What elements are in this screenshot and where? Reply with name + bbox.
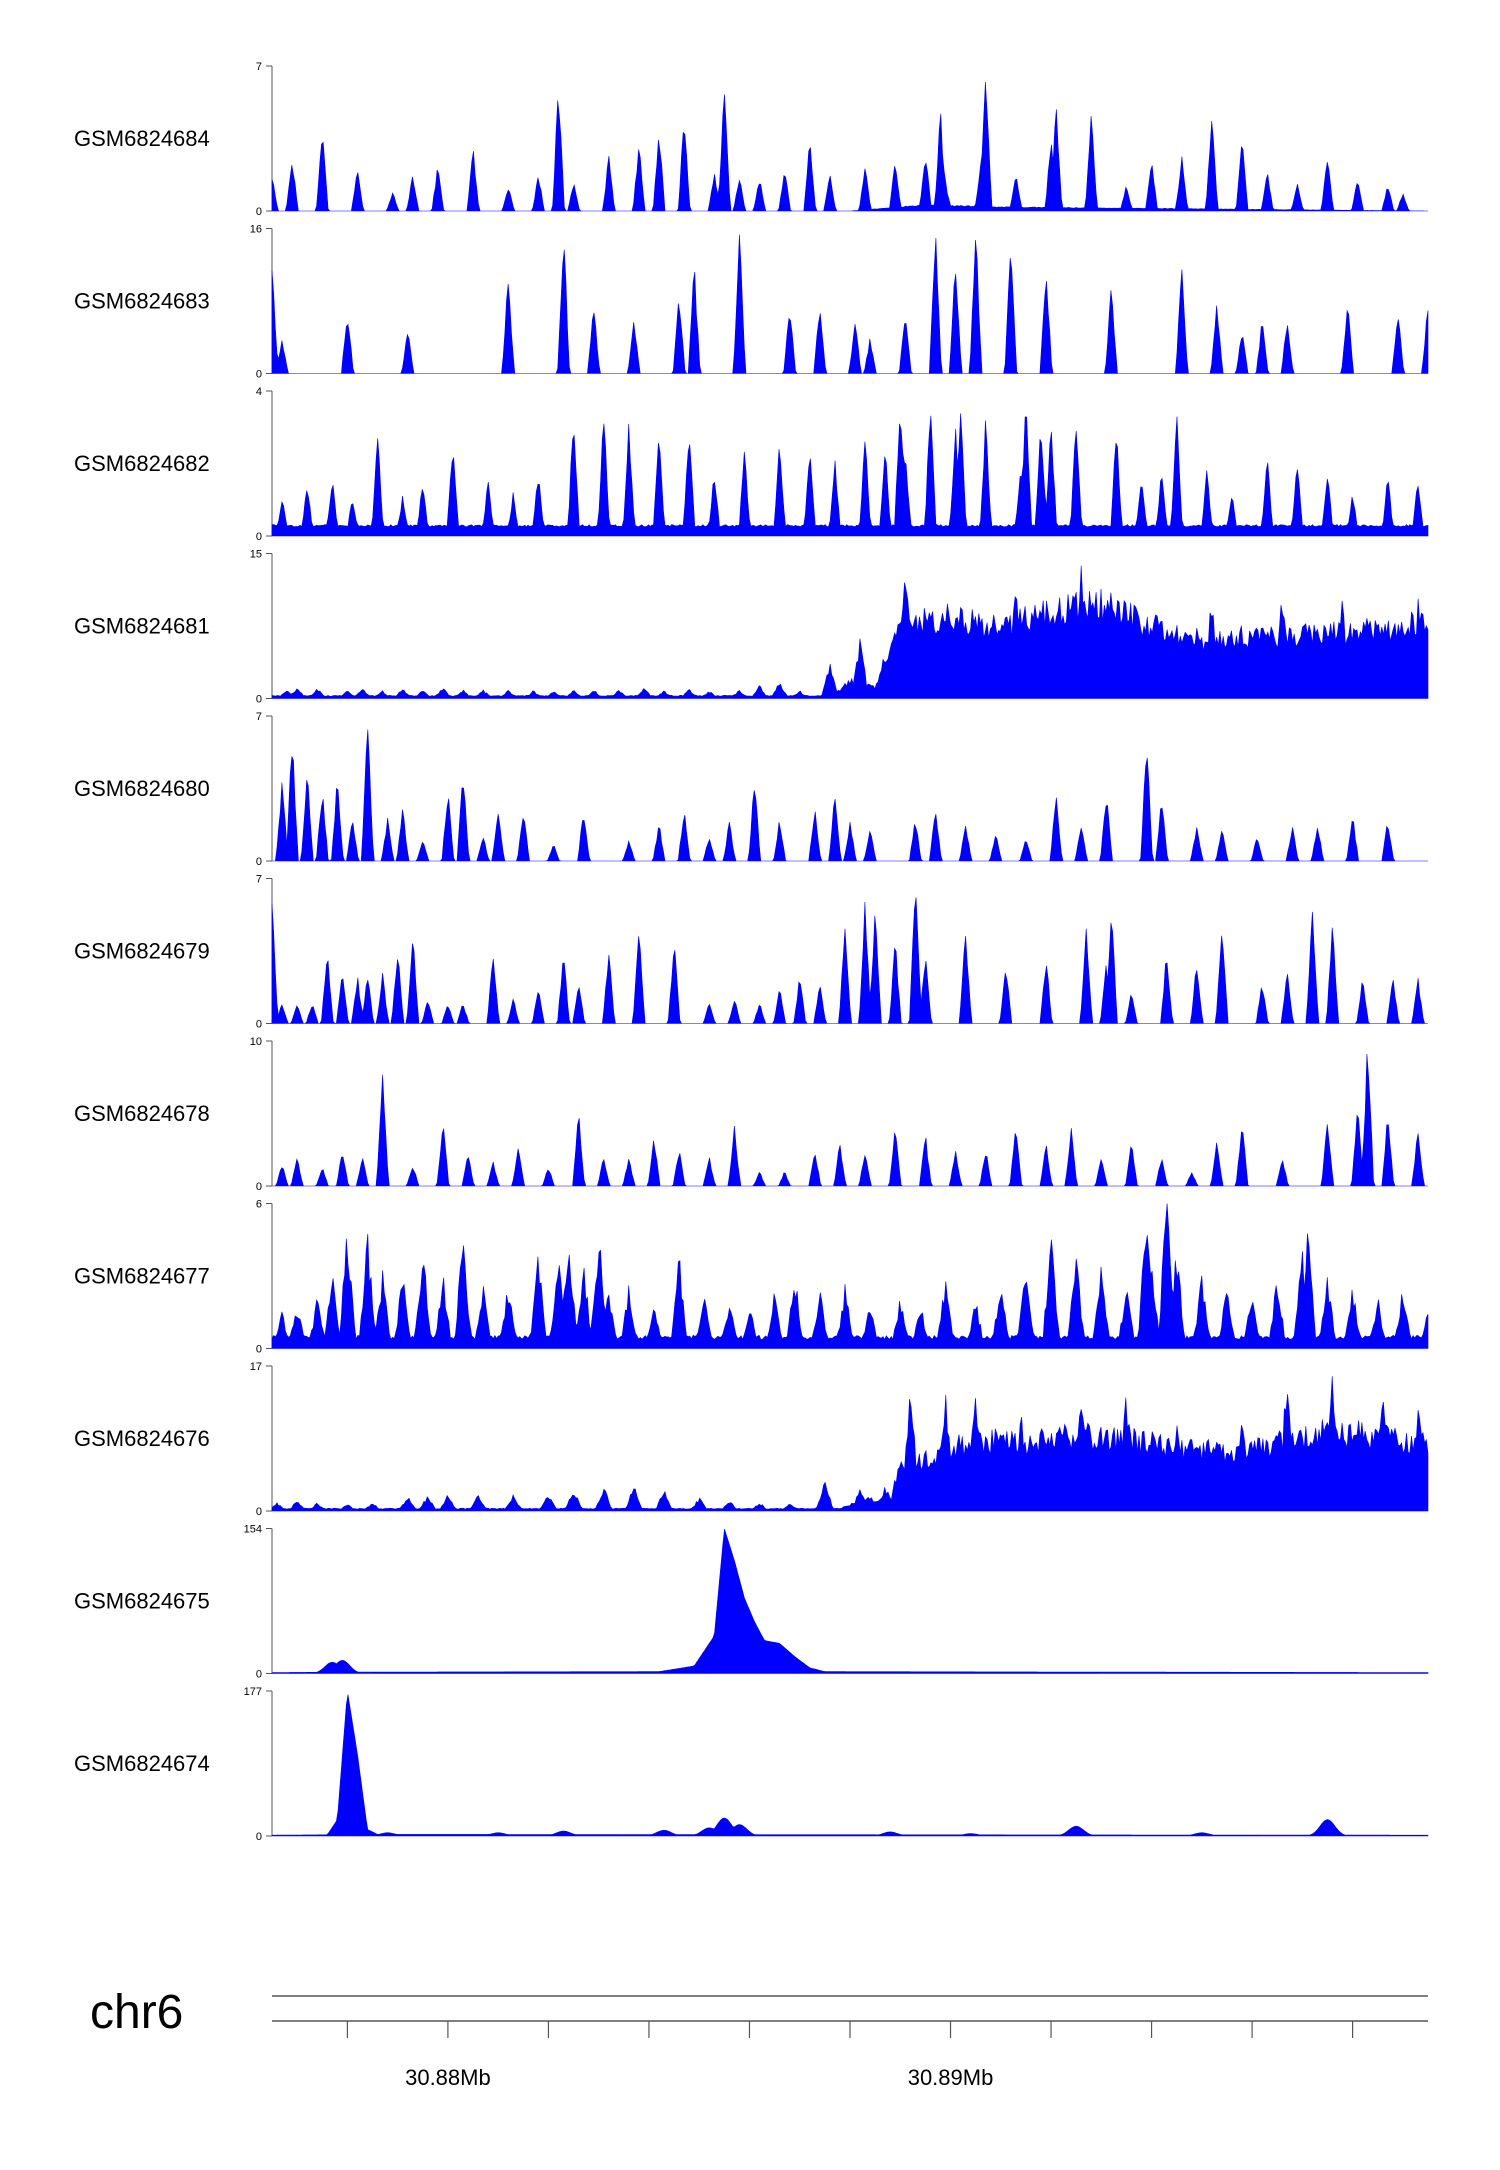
y-axis-min-label: 0	[256, 1831, 262, 1843]
y-axis-min-label: 0	[256, 531, 262, 543]
track-label: GSM6824681	[74, 614, 210, 639]
y-axis-min-label: 0	[256, 1181, 262, 1193]
track: GSM6824679 7 0	[74, 874, 1428, 1031]
y-axis-min-label: 0	[256, 1019, 262, 1031]
chromosome-label: chr6	[90, 1986, 183, 2039]
track-group: GSM682468470GSM6824683160GSM682468240GSM…	[74, 61, 1429, 1843]
track-label: GSM6824674	[74, 1751, 210, 1776]
track-label: GSM6824677	[74, 1264, 210, 1289]
track-label: GSM6824680	[74, 776, 210, 801]
signal-area	[271, 81, 1428, 212]
y-axis-max-label: 17	[250, 1361, 262, 1373]
y-axis-min-label: 0	[256, 1506, 262, 1518]
track: GSM6824675 154 0	[74, 1524, 1429, 1681]
signal-area	[271, 1528, 1429, 1674]
track: GSM6824684 7 0	[74, 61, 1428, 218]
track-label: GSM6824675	[74, 1589, 210, 1614]
signal-area	[271, 1694, 1429, 1837]
y-axis-min-label: 0	[256, 1669, 262, 1681]
y-axis-min-label: 0	[256, 856, 262, 868]
y-axis-max-label: 177	[244, 1686, 262, 1698]
track-label: GSM6824683	[74, 289, 210, 314]
track: GSM6824678 10 0	[74, 1036, 1428, 1193]
y-axis-max-label: 15	[250, 549, 262, 561]
y-axis-max-label: 6	[256, 1199, 262, 1211]
signal-area	[271, 413, 1429, 537]
track: GSM6824680 7 0	[74, 711, 1428, 868]
y-axis-min-label: 0	[256, 694, 262, 706]
y-axis-max-label: 154	[244, 1524, 262, 1536]
genome-axis-tick-label: 30.89Mb	[908, 2065, 994, 2090]
signal-area	[272, 729, 1428, 862]
track-label: GSM6824676	[74, 1426, 210, 1451]
track-label: GSM6824679	[74, 939, 210, 964]
y-axis-min-label: 0	[256, 206, 262, 218]
track: GSM6824683 16 0	[74, 224, 1429, 381]
signal-area	[271, 897, 1428, 1024]
track: GSM6824674 177 0	[74, 1686, 1429, 1843]
track-label: GSM6824682	[74, 451, 210, 476]
y-axis-min-label: 0	[256, 369, 262, 381]
track: GSM6824682 4 0	[74, 386, 1429, 543]
signal-area	[271, 1203, 1429, 1349]
y-axis-max-label: 16	[250, 224, 262, 236]
y-axis-max-label: 10	[250, 1036, 262, 1048]
track-label: GSM6824678	[74, 1101, 210, 1126]
signal-area	[271, 565, 1429, 699]
track: GSM6824676 17 0	[74, 1361, 1429, 1518]
track-label: GSM6824684	[74, 126, 210, 151]
y-axis-max-label: 7	[256, 874, 262, 886]
y-axis-max-label: 4	[256, 386, 262, 398]
y-axis-min-label: 0	[256, 1344, 262, 1356]
genome-axis: chr6 30.88Mb 30.89Mb	[90, 1986, 1428, 2090]
genome-axis-tick-label: 30.88Mb	[405, 2065, 491, 2090]
track: GSM6824677 6 0	[74, 1199, 1429, 1356]
signal-area	[271, 234, 1429, 374]
signal-area	[272, 1053, 1428, 1187]
signal-area	[271, 1376, 1429, 1512]
y-axis-max-label: 7	[256, 61, 262, 73]
y-axis-max-label: 7	[256, 711, 262, 723]
track: GSM6824681 15 0	[74, 549, 1429, 706]
